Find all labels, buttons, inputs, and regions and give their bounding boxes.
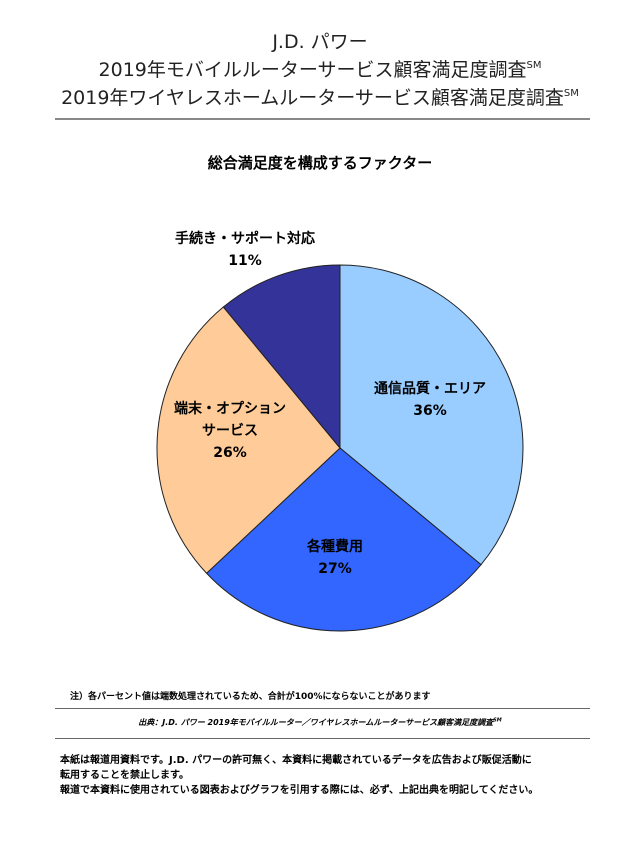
sm-mark: SM [563,88,579,99]
pie-slice [156,306,341,574]
footnote: 注）各パーセント値は端数処理されているため、合計が100%にならないことがありま… [70,692,431,702]
slice-category-label: 手続き・サポート対応 [175,230,315,247]
slice-value-label: 26% [213,445,247,461]
source-divider-top [55,708,590,709]
study-title-mobile: 2019年モバイルルーターサービス顧客満足度調査SM [98,59,542,81]
chart-title: 総合満足度を構成するファクター [207,154,433,172]
slice-value-label: 27% [318,561,352,577]
disclaimer-line: 転用することを禁止します。 [60,770,189,781]
sm-mark: SM [526,60,542,71]
slice-value-label: 11% [228,253,262,269]
pie-slice [222,264,341,450]
source-divider-bottom [55,738,590,739]
disclaimer-line: 報道で本資料に使用されている図表およびグラフを引用する際には、必ず、上記出典を明… [60,785,539,796]
report-header: J.D. パワー 2019年モバイルルーターサービス顧客満足度調査SM 2019… [0,30,640,110]
slice-value-label: 36% [413,403,447,419]
slice-category-label: 通信品質・エリア [374,380,486,397]
header-divider [55,118,590,120]
slice-category-label: 各種費用 [306,538,363,555]
pie-slice [205,447,482,632]
source-citation: 出典：J.D. パワー 2019年モバイルルーター／ワイヤレスホームルーターサー… [138,717,502,727]
disclaimer: 本紙は報道用資料です。J.D. パワーの許可無く、本資料に掲載されているデータを… [60,753,600,798]
disclaimer-line: 本紙は報道用資料です。J.D. パワーの許可無く、本資料に掲載されているデータを… [60,755,532,766]
pie-slice [339,264,524,566]
company-name: J.D. パワー [272,31,368,53]
study-title-wireless: 2019年ワイヤレスホームルーターサービス顧客満足度調査SM [61,87,579,109]
slice-category-label: サービス [202,423,258,439]
slice-category-label: 端末・オプション [174,400,286,417]
